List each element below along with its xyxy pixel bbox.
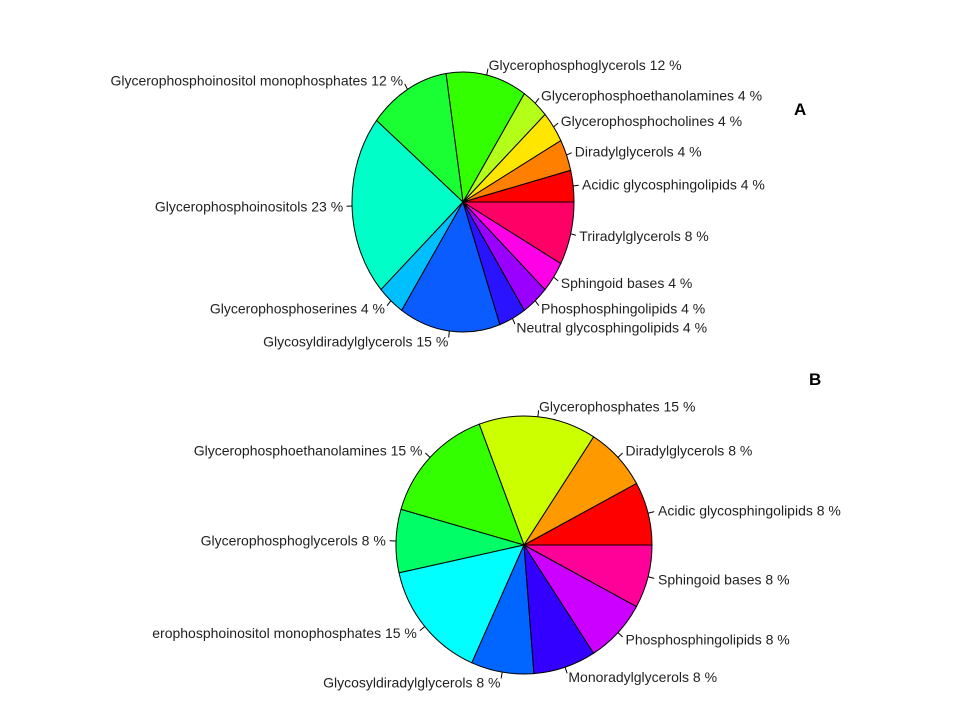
pie-0-label-2: Glycerophosphocholines 4 % <box>561 113 742 129</box>
pie-1-slice-3 <box>400 423 525 546</box>
pie-1-label-2: Glycerophosphates 15 % <box>539 399 695 415</box>
pie-0-leader-12 <box>570 233 577 236</box>
pie-1-leader-6 <box>500 672 503 679</box>
pie-1-leader-5 <box>419 626 426 632</box>
pie-1-slice-5 <box>398 544 525 664</box>
panel-label-b: B <box>809 370 821 389</box>
pie-0-label-9: Neutral glycosphingolipids 4 % <box>516 320 707 336</box>
pie-0-leader-2 <box>553 122 559 128</box>
pie-0-leader-11 <box>553 276 559 282</box>
pie-0-leader-1 <box>566 152 572 156</box>
pie-0-leader-4 <box>486 68 489 76</box>
pie-0-slice-5 <box>375 72 464 204</box>
pie-chart-b: Acidic glycosphingolipids 8 % Diradylglyc… <box>152 399 841 691</box>
pie-1-label-8: Phosphosphingolipids 8 % <box>626 632 790 648</box>
pie-0-label-3: Glycerophosphoethanolamines 4 % <box>541 87 762 103</box>
pie-0-label-1: Diradylglycerols 4 % <box>575 143 702 159</box>
pie-1-label-1: Diradylglycerols 8 % <box>626 442 753 458</box>
pie-0-leader-9 <box>512 318 516 325</box>
pie-1-label-3: Glycerophosphoethanolamines 15 % <box>194 442 423 458</box>
pie-1-slice-2 <box>478 415 595 547</box>
pie-1-leader-9 <box>647 576 655 579</box>
pie-0-label-8: Glycosyldiradylglycerols 15 % <box>263 333 448 349</box>
panel-label-a: A <box>794 100 806 119</box>
pie-0-label-12: Triradylglycerols 8 % <box>579 228 708 244</box>
pie-1-leader-7 <box>564 667 568 674</box>
pie-1-label-0: Acidic glycosphingolipids 8 % <box>658 503 841 519</box>
pie-0-slice-8 <box>401 200 501 333</box>
pie-0-leader-5 <box>404 83 408 90</box>
pie-0-label-0: Acidic glycosphingolipids 4 % <box>582 177 765 193</box>
pie-0-slice-4 <box>445 71 525 204</box>
pie-1-leader-3 <box>425 452 431 458</box>
pie-0-leader-3 <box>534 98 540 104</box>
pie-0-label-5: Glycerophosphoinositol monophosphates 12… <box>110 72 403 88</box>
pie-1-leader-1 <box>617 452 623 458</box>
pie-0-label-7: Glycerophosphoserines 4 % <box>210 301 385 317</box>
pie-1-label-9: Sphingoid bases 8 % <box>658 571 790 587</box>
pie-1-leader-2 <box>537 410 540 417</box>
pie-0-leader-7 <box>386 300 392 306</box>
pie-chart-a: Acidic glycosphingolipids 4 % Diradylglyc… <box>110 57 764 349</box>
pie-1-label-6: Glycosyldiradylglycerols 8 % <box>323 674 500 690</box>
pie-1-label-4: Glycerophosphoglycerols 8 % <box>201 533 386 549</box>
pie-0-leader-0 <box>573 184 579 187</box>
pie-1-label-5: erophosphoinositol monophosphates 15 % <box>152 625 417 641</box>
pie-1-slice-9 <box>523 544 653 608</box>
pie-0-label-4: Glycerophosphoglycerols 12 % <box>489 57 682 73</box>
pie-1-leader-0 <box>647 511 655 514</box>
pie-0-label-10: Phosphosphingolipids 4 % <box>541 301 705 317</box>
pie-0-leader-10 <box>534 300 540 306</box>
pie-0-label-6: Glycerophosphoinositols 23 % <box>155 198 343 214</box>
pie-1-label-7: Monoradylglycerols 8 % <box>568 669 717 685</box>
pie-0-label-11: Sphingoid bases 4 % <box>561 275 693 291</box>
pie-1-leader-8 <box>617 632 623 638</box>
pie-0-slice-12 <box>461 201 575 265</box>
pie-0-leader-8 <box>448 330 450 338</box>
